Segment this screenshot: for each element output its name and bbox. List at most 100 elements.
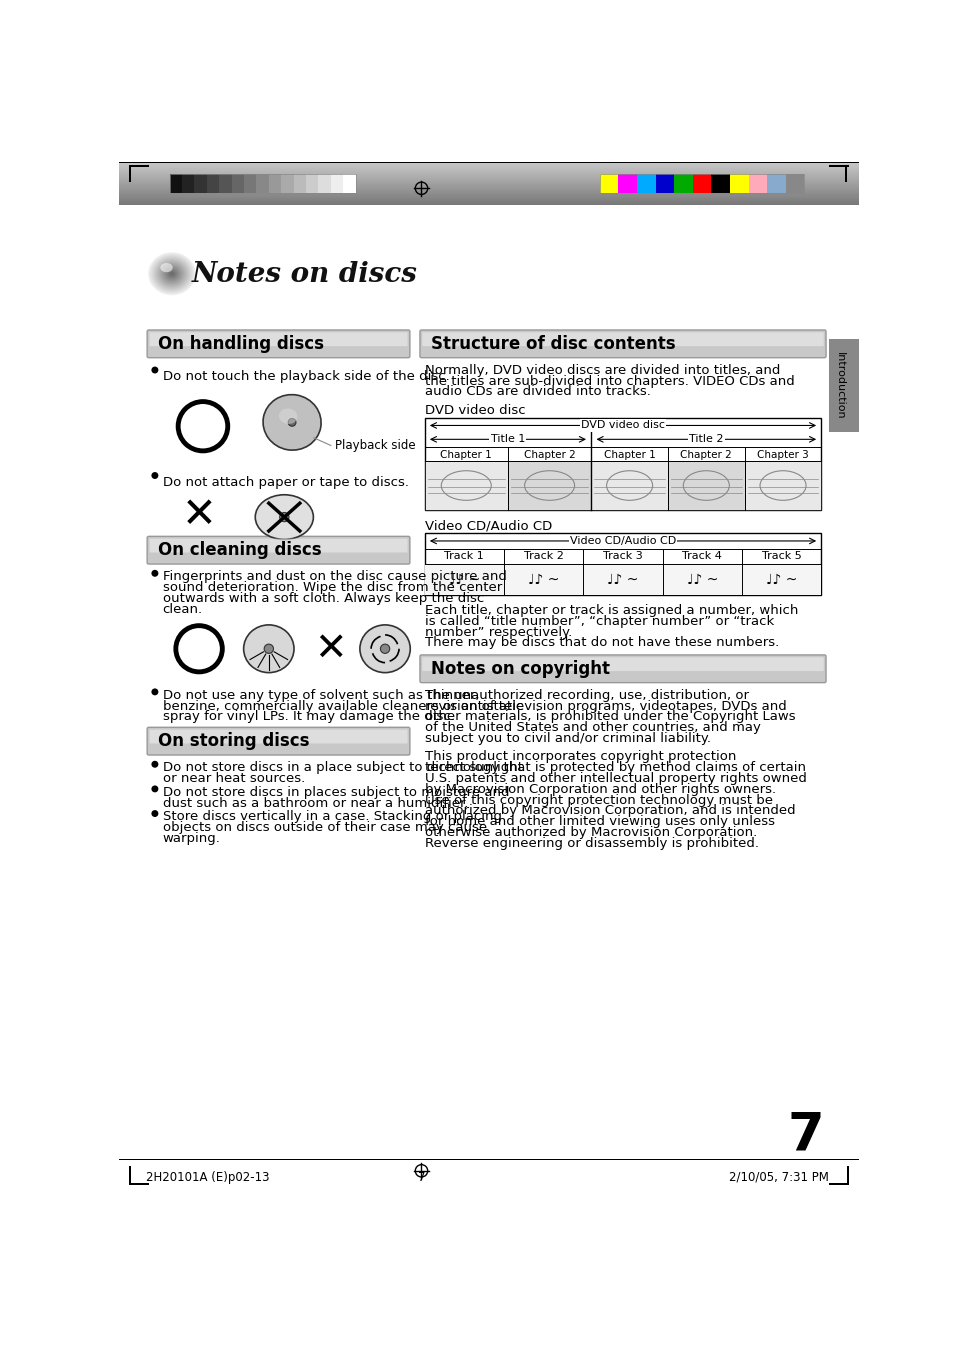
Bar xyxy=(503,565,582,594)
FancyBboxPatch shape xyxy=(150,539,407,553)
Ellipse shape xyxy=(168,270,176,277)
FancyBboxPatch shape xyxy=(422,657,822,671)
Text: 2H20101A (E)p02-13: 2H20101A (E)p02-13 xyxy=(146,1171,270,1183)
Ellipse shape xyxy=(156,259,187,288)
Text: Chapter 2: Chapter 2 xyxy=(679,450,732,461)
Ellipse shape xyxy=(164,267,179,281)
Text: for home and other limited viewing uses only unless: for home and other limited viewing uses … xyxy=(424,815,774,828)
Text: DVD video disc: DVD video disc xyxy=(580,420,664,431)
Bar xyxy=(232,174,244,193)
Bar xyxy=(130,1183,149,1185)
Ellipse shape xyxy=(165,267,178,280)
Text: Title 1: Title 1 xyxy=(490,434,524,444)
Ellipse shape xyxy=(159,262,185,285)
Text: Chapter 1: Chapter 1 xyxy=(440,450,492,461)
Text: spray for vinyl LPs. It may damage the disc.: spray for vinyl LPs. It may damage the d… xyxy=(162,711,454,723)
Circle shape xyxy=(152,366,158,373)
Text: revision of television programs, videotapes, DVDs and: revision of television programs, videota… xyxy=(424,700,785,712)
Bar xyxy=(170,174,355,193)
Text: the titles are sub-divided into chapters. VIDEO CDs and: the titles are sub-divided into chapters… xyxy=(424,374,794,388)
Bar xyxy=(219,174,232,193)
Text: other materials, is prohibited under the Copyright Laws: other materials, is prohibited under the… xyxy=(424,711,795,723)
Ellipse shape xyxy=(167,269,177,278)
Text: ✕: ✕ xyxy=(181,493,216,536)
Text: ✕: ✕ xyxy=(314,630,347,667)
Text: This product incorporates copyright protection: This product incorporates copyright prot… xyxy=(424,750,735,763)
Text: Each title, chapter or track is assigned a number, which: Each title, chapter or track is assigned… xyxy=(424,604,797,617)
FancyBboxPatch shape xyxy=(147,330,410,358)
Ellipse shape xyxy=(288,419,295,426)
Ellipse shape xyxy=(255,494,313,539)
Text: ♩♪ ~: ♩♪ ~ xyxy=(448,573,479,586)
Ellipse shape xyxy=(158,262,186,286)
Text: Do not attach paper or tape to discs.: Do not attach paper or tape to discs. xyxy=(162,476,408,489)
Text: Store discs vertically in a case. Stacking or placing: Store discs vertically in a case. Stacki… xyxy=(162,811,501,824)
Bar xyxy=(343,174,355,193)
Bar xyxy=(667,461,744,511)
Ellipse shape xyxy=(171,273,172,274)
FancyBboxPatch shape xyxy=(150,332,407,346)
Bar xyxy=(828,339,858,431)
Text: audio CDs are divided into tracks.: audio CDs are divided into tracks. xyxy=(424,385,650,399)
Text: U.S. patents and other intellectual property rights owned: U.S. patents and other intellectual prop… xyxy=(424,771,805,785)
Text: benzine, commercially available cleaners or antistatic: benzine, commercially available cleaners… xyxy=(162,700,522,712)
Ellipse shape xyxy=(169,270,175,277)
FancyBboxPatch shape xyxy=(150,730,407,743)
Bar xyxy=(844,165,846,182)
Bar xyxy=(785,174,803,193)
Text: Chapter 2: Chapter 2 xyxy=(523,450,575,461)
Text: Video CD/Audio CD: Video CD/Audio CD xyxy=(424,519,551,532)
Text: dust such as a bathroom or near a humidifier.: dust such as a bathroom or near a humidi… xyxy=(162,797,468,809)
Text: ♩♪ ~: ♩♪ ~ xyxy=(607,573,638,586)
Bar xyxy=(828,165,847,166)
Bar xyxy=(507,461,591,511)
Circle shape xyxy=(279,512,289,521)
Bar xyxy=(182,174,194,193)
Text: is called “title number”, “chapter number” or “track: is called “title number”, “chapter numbe… xyxy=(424,615,773,628)
Text: ♩♪ ~: ♩♪ ~ xyxy=(765,573,797,586)
Ellipse shape xyxy=(162,265,181,282)
Bar xyxy=(194,174,207,193)
Text: Track 4: Track 4 xyxy=(681,551,721,561)
Text: warping.: warping. xyxy=(162,832,220,844)
Circle shape xyxy=(152,785,158,793)
Ellipse shape xyxy=(151,254,193,293)
Bar xyxy=(294,174,306,193)
Bar xyxy=(618,174,637,193)
Text: 7: 7 xyxy=(417,1171,425,1183)
Bar xyxy=(741,565,821,594)
Text: Chapter 1: Chapter 1 xyxy=(603,450,655,461)
Text: Chapter 3: Chapter 3 xyxy=(757,450,808,461)
Ellipse shape xyxy=(166,269,177,280)
Text: Track 1: Track 1 xyxy=(444,551,483,561)
Text: clean.: clean. xyxy=(162,603,203,616)
Circle shape xyxy=(152,811,158,817)
Bar xyxy=(591,461,667,511)
Circle shape xyxy=(264,644,274,654)
Text: Track 2: Track 2 xyxy=(523,551,563,561)
Circle shape xyxy=(152,761,158,767)
Bar xyxy=(244,174,256,193)
Bar xyxy=(766,174,785,193)
Ellipse shape xyxy=(154,258,189,289)
Ellipse shape xyxy=(149,253,194,295)
FancyBboxPatch shape xyxy=(419,655,825,682)
Ellipse shape xyxy=(153,257,191,290)
Text: Do not store discs in places subject to moisture and: Do not store discs in places subject to … xyxy=(162,786,509,798)
Bar xyxy=(424,417,821,511)
Circle shape xyxy=(380,644,390,654)
Ellipse shape xyxy=(163,266,180,281)
Bar xyxy=(748,174,766,193)
Text: DVD video disc: DVD video disc xyxy=(424,404,525,417)
Text: Structure of disc contents: Structure of disc contents xyxy=(431,335,675,353)
Bar xyxy=(655,174,674,193)
Bar xyxy=(130,165,149,166)
Bar xyxy=(170,174,182,193)
Bar xyxy=(744,461,821,511)
Text: Introduction: Introduction xyxy=(834,351,844,419)
Text: 2/10/05, 7:31 PM: 2/10/05, 7:31 PM xyxy=(728,1171,828,1183)
Bar xyxy=(424,534,821,594)
Text: 7: 7 xyxy=(787,1109,823,1162)
Ellipse shape xyxy=(161,263,183,284)
Text: Do not use any type of solvent such as thinner,: Do not use any type of solvent such as t… xyxy=(162,689,478,701)
